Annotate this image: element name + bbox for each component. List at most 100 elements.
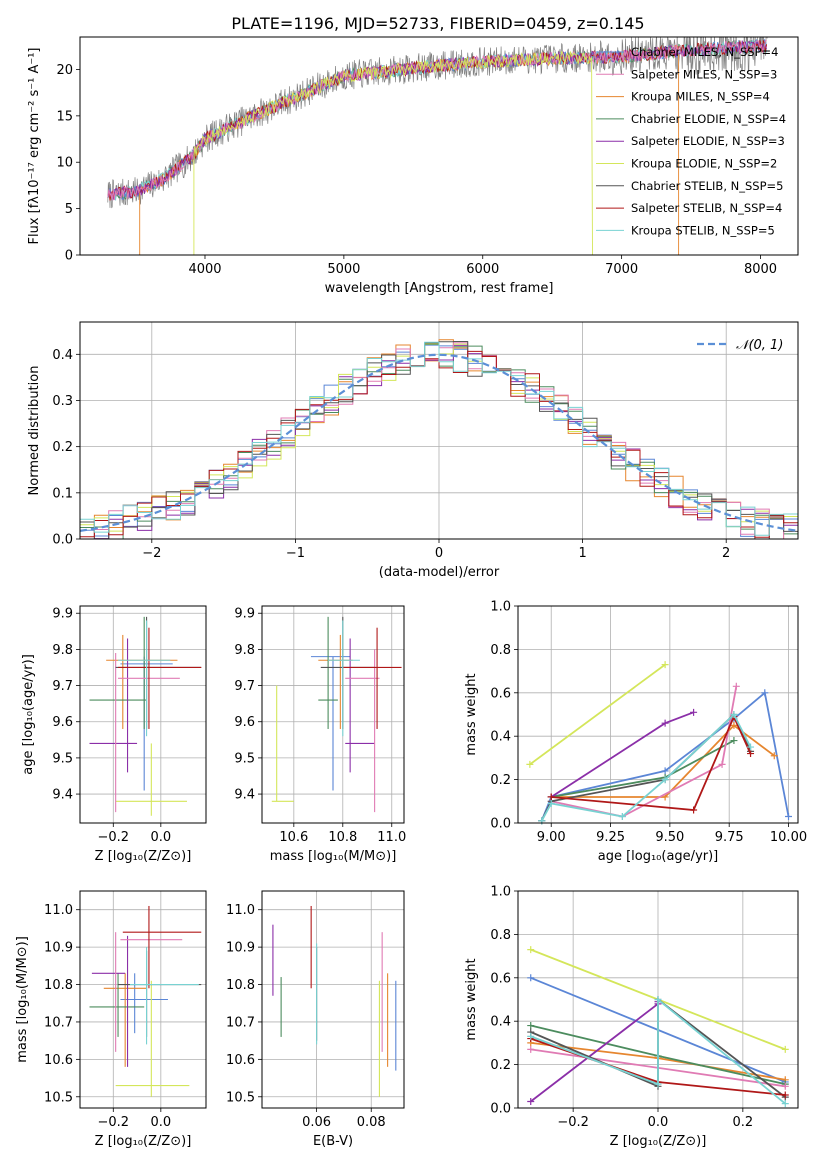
mass-weight-marker (781, 1100, 789, 1108)
mass-weight-marker (527, 1097, 535, 1105)
x-tick-label: 0 (435, 546, 443, 561)
x-tick-label: 7000 (605, 262, 638, 277)
y-tick-label: 1.0 (490, 885, 511, 900)
x-axis-label: (data-model)/error (379, 565, 500, 580)
mass-weight-marker (661, 767, 669, 775)
x-tick-label: 0.0 (150, 1115, 171, 1130)
x-tick-label: −0.2 (97, 830, 129, 845)
age-vs-mass-chart: 10.6 10.8 11.0 9.4 9.5 9.6 9.7 9.8 9.9 mass [log₁… (234, 605, 406, 864)
mass-weight-marker (654, 1080, 662, 1088)
y-tick-label: 11.0 (226, 903, 255, 918)
spectrum-legend: Chabrier MILES, N_SSP=4 Salpeter MILES, N… (596, 45, 786, 237)
y-tick-label: 0.8 (490, 643, 511, 658)
x-tick-label: −2 (142, 546, 161, 561)
y-tick-label: 9.4 (52, 788, 73, 803)
y-axis-label: Flux [fλ10⁻¹⁷ erg cm⁻² s⁻¹ A⁻¹] (27, 48, 42, 245)
x-axis-label: mass [log₁₀(M/M⊙)] (270, 849, 397, 864)
x-tick-label: 0.08 (357, 1115, 386, 1130)
legend-label: Kroupa ELODIE, N_SSP=2 (631, 157, 777, 171)
y-tick-label: 9.5 (234, 751, 255, 766)
spectrum-chart: 4000 5000 6000 7000 8000 0 5 10 15 20 wavelength [… (27, 36, 799, 296)
y-tick-label: 5 (65, 202, 73, 217)
residual-histogram-chart: −2 −1 0 1 2 0.0 0.1 0.2 0.3 0.4 (data-model)/error… (27, 321, 799, 580)
mass-weight-line-chabrier-miles (540, 691, 790, 822)
massweight-vs-metallicity-chart: −0.2 0.0 0.2 0.0 0.2 0.4 0.6 0.8 1.0 Z [log₁₀(Z/Z… (464, 885, 799, 1149)
mass-weight-line-kroupa-stelib (540, 713, 752, 822)
x-tick-label: 8000 (744, 262, 777, 277)
y-tick-label: 0.0 (490, 817, 511, 832)
plot-frame (261, 605, 405, 824)
mass-weight-marker (547, 799, 555, 807)
x-tick-label: 11.0 (377, 830, 406, 845)
y-tick-label: 9.8 (52, 643, 73, 658)
figure-title: PLATE=1196, MJD=52733, FIBERID=0459, z=0… (231, 14, 644, 33)
mass-weight-marker (654, 996, 662, 1003)
legend-label: Salpeter ELODIE, N_SSP=3 (631, 134, 785, 148)
y-tick-label: 0.6 (490, 686, 511, 701)
x-tick-label: 2 (722, 546, 730, 561)
x-tick-label: 6000 (466, 262, 499, 277)
legend-label: Salpeter MILES, N_SSP=3 (631, 67, 777, 81)
y-tick-label: 0.4 (52, 348, 73, 363)
mass-weight-marker (526, 760, 534, 768)
mass-weight-marker (527, 974, 535, 982)
x-axis-label: E(B-V) (313, 1134, 353, 1149)
x-tick-label: 0.0 (150, 830, 171, 845)
mass-weight-marker (527, 1022, 535, 1030)
y-tick-label: 10.7 (44, 1015, 73, 1030)
y-axis-label: mass weight (464, 673, 479, 755)
y-tick-label: 0.4 (490, 1015, 511, 1030)
x-axis-label: Z [log₁₀(Z/Z⊙)] (610, 1134, 707, 1149)
mass-weight-marker (781, 1082, 789, 1090)
y-tick-label: 9.5 (52, 751, 73, 766)
mass-weight-marker (785, 812, 793, 820)
y-tick-label: 10.9 (226, 941, 255, 956)
legend-label: Salpeter STELIB, N_SSP=4 (631, 201, 782, 215)
mass-weight-line-salpeter-elodie (529, 663, 666, 766)
mass-weight-marker (732, 682, 740, 690)
x-tick-label: 0.2 (733, 1115, 754, 1130)
x-tick-label: 0.0 (648, 1115, 669, 1130)
mass-weight-marker (718, 760, 726, 768)
plot-frame (79, 321, 799, 540)
plot-frame (79, 890, 207, 1109)
plot-frame (261, 890, 405, 1109)
x-tick-label: 10.8 (328, 830, 357, 845)
y-tick-label: 9.9 (234, 607, 255, 622)
mass-vs-metallicity-chart: −0.2 0.0 10.5 10.6 10.7 10.8 10.9 11.0 Z [log₁₀(… (15, 890, 207, 1149)
mass-weight-marker (781, 1045, 789, 1053)
y-tick-label: 11.0 (44, 903, 73, 918)
y-tick-label: 0.8 (490, 928, 511, 943)
age-vs-metallicity-chart: −0.2 0.0 9.4 9.5 9.6 9.7 9.8 9.9 Z [log₁₀(Z/Z⊙)]… (21, 605, 207, 864)
gaussian-reference-line (80, 353, 798, 532)
histogram-series-kroupa-stelib (80, 341, 798, 539)
y-tick-label: 9.8 (234, 643, 255, 658)
legend-label: 𝒩(0, 1) (736, 338, 783, 353)
mass-weight-marker (730, 721, 738, 729)
y-tick-label: 9.7 (234, 679, 255, 694)
y-tick-label: 10.7 (226, 1015, 255, 1030)
mass-weight-marker (690, 708, 698, 716)
mass-weight-marker (747, 750, 755, 758)
y-tick-label: 10.5 (44, 1090, 73, 1105)
mass-weight-marker (761, 689, 769, 697)
x-tick-label: 0.06 (302, 1115, 331, 1130)
legend-label: Chabrier MILES, N_SSP=4 (631, 45, 778, 59)
plot-frame (517, 890, 799, 1109)
y-axis-label: age [log₁₀(age/yr)] (21, 654, 36, 775)
x-tick-label: −0.2 (97, 1115, 129, 1130)
y-tick-label: 9.6 (52, 715, 73, 730)
legend-label: Chabrier STELIB, N_SSP=5 (631, 179, 783, 193)
x-axis-label: age [log₁₀(age/yr)] (598, 849, 719, 864)
mass-weight-marker (781, 1091, 789, 1099)
y-tick-label: 0.2 (52, 440, 73, 455)
y-tick-label: 0.0 (52, 533, 73, 548)
mass-weight-marker (527, 1045, 535, 1053)
mass-weight-line-kroupa-stelib (530, 997, 786, 1105)
mass-vs-ebv-chart: 0.06 0.08 10.5 10.6 10.7 10.8 10.9 11.0 E(B-V) (226, 890, 405, 1149)
plot-frame (517, 605, 799, 824)
legend-label: Kroupa STELIB, N_SSP=5 (631, 223, 775, 237)
plot-frame (79, 36, 799, 256)
x-axis-label: Z [log₁₀(Z/Z⊙)] (95, 1134, 192, 1149)
y-tick-label: 10.6 (44, 1053, 73, 1068)
